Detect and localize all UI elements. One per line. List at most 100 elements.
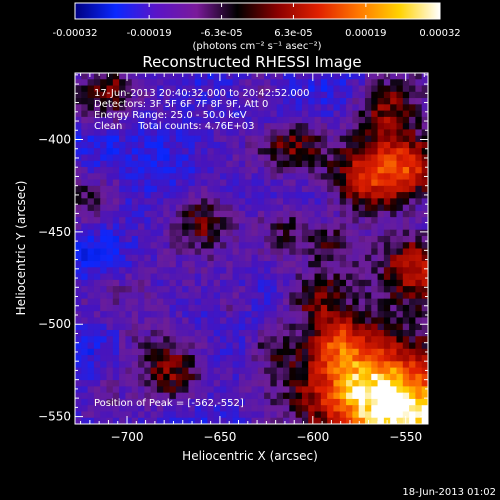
heatmap-cell [270,217,278,225]
heatmap-cell [226,311,234,319]
heatmap-cell [194,235,202,243]
heatmap-cell [409,154,416,162]
heatmap-cell [352,242,360,250]
heatmap-cell [352,267,360,275]
heatmap-cell [100,173,108,181]
heatmap-cell [213,116,221,124]
heatmap-cell [264,235,272,243]
heatmap-cell [131,235,139,243]
heatmap-cell [308,135,316,143]
heatmap-cell [289,380,297,387]
heatmap-cell [238,217,246,225]
heatmap-cell [283,210,290,218]
heatmap-cell [194,261,202,268]
heatmap-cell [352,148,360,156]
heatmap-cell [112,348,120,356]
heatmap-cell [213,261,221,268]
heatmap-cell [377,154,385,162]
heatmap-cell [333,398,341,406]
heatmap-cell [264,73,272,80]
heatmap-cell [390,386,398,394]
heatmap-cell [358,279,366,287]
heatmap-cell [396,192,404,199]
heatmap-cell [308,392,316,400]
heatmap-cell [314,73,322,80]
heatmap-cell [383,311,391,319]
heatmap-cell [390,85,398,93]
heatmap-cell [188,286,196,293]
heatmap-cell [283,135,290,143]
heatmap-cell [364,298,372,306]
heatmap-cell [402,298,410,306]
heatmap-cell [396,254,404,262]
heatmap-cell [396,223,404,231]
heatmap-cell [201,392,208,400]
heatmap-cell [264,110,272,118]
heatmap-cell [194,355,202,362]
heatmap-cell [396,198,404,206]
heatmap-cell [150,141,158,149]
heatmap-cell [194,98,202,105]
heatmap-cell [213,160,221,168]
heatmap-cell [314,311,322,319]
heatmap-cell [213,123,221,131]
heatmap-cell [390,373,398,381]
heatmap-cell [81,135,89,143]
heatmap-cell [295,254,303,262]
heatmap-cell [308,267,316,275]
heatmap-cell [119,311,127,319]
heatmap-cell [390,311,398,319]
heatmap-cell [213,179,221,187]
heatmap-cell [213,229,221,237]
heatmap-cell [251,116,259,124]
heatmap-cell [112,261,120,268]
heatmap-cell [81,217,89,225]
heatmap-cell [308,304,316,312]
heatmap-cell [238,135,246,143]
heatmap-cell [415,217,423,225]
heatmap-cell [81,311,89,319]
heatmap-cell [327,179,335,187]
heatmap-cell [276,373,284,381]
heatmap-cell [301,79,309,87]
heatmap-cell [119,279,127,287]
heatmap-cell [283,373,290,381]
heatmap-cell [119,317,127,325]
heatmap-cell [201,323,208,331]
heatmap-cell [320,373,328,381]
heatmap-cell [327,85,335,93]
heatmap-cell [402,273,410,281]
heatmap-cell [169,148,177,156]
heatmap-cell [390,411,398,419]
heatmap-cell [402,398,410,406]
heatmap-cell [257,286,265,293]
heatmap-cell [421,392,428,400]
heatmap-cell [169,167,177,174]
heatmap-cell [106,317,114,325]
heatmap-cell [182,254,190,262]
heatmap-cell [333,223,341,231]
heatmap-cell [402,254,410,262]
heatmap-cell [339,292,347,300]
heatmap-cell [257,298,265,306]
heatmap-cell [364,148,372,156]
heatmap-cell [112,286,120,293]
heatmap-cell [409,380,416,387]
heatmap-cell [207,267,215,275]
heatmap-cell [226,98,234,105]
heatmap-cell [207,98,215,105]
heatmap-cell [377,123,385,131]
heatmap-cell [131,185,139,193]
heatmap-cell [219,254,227,262]
heatmap-cell [188,342,196,350]
heatmap-cell [396,348,404,356]
heatmap-cell [383,198,391,206]
heatmap-cell [346,342,353,350]
heatmap-cell [270,173,278,181]
heatmap-cell [402,85,410,93]
heatmap-cell [75,367,82,375]
y-tick-label: −450 [38,225,71,239]
heatmap-cell [289,223,297,231]
heatmap-cell [396,248,404,256]
heatmap-cell [138,110,145,118]
